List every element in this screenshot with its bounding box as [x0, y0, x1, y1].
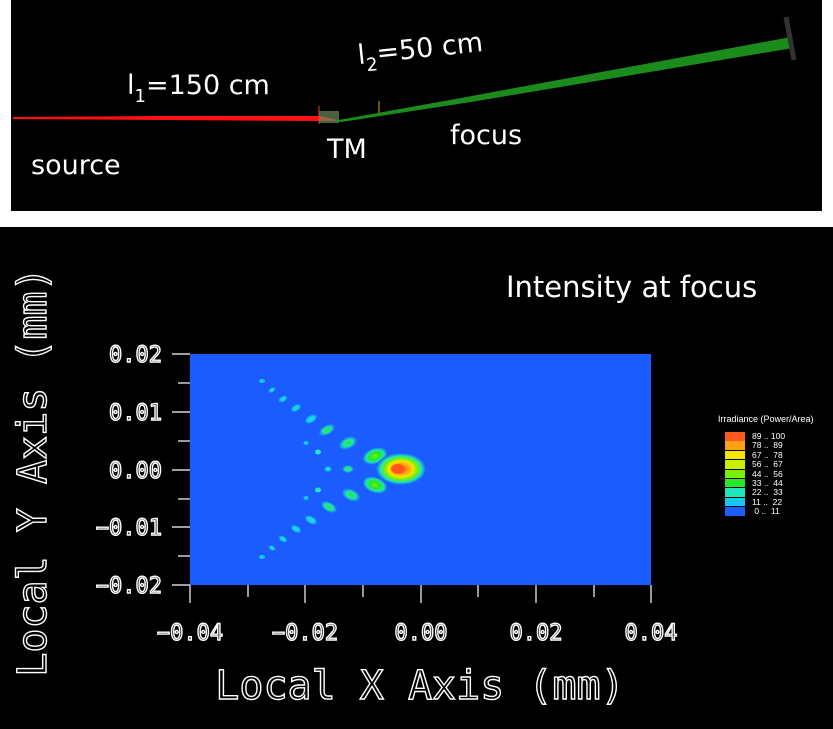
x-tick-label: 0.04: [625, 621, 678, 646]
legend-item: 11 .. 22: [718, 496, 828, 507]
legend-label: 0 .. 11: [752, 506, 780, 517]
x-tick-label: −0.04: [157, 621, 223, 646]
source-label: source: [31, 150, 121, 181]
legend-swatch: [725, 450, 745, 460]
legend-swatch: [725, 507, 745, 516]
central-fringes: [324, 465, 354, 473]
legend-label: 89 .. 100: [752, 431, 786, 441]
end-mirror: [783, 16, 797, 61]
legend-label: 11 .. 22: [752, 496, 783, 507]
legend-item: 67 .. 78: [718, 449, 828, 460]
legend-label: 33 .. 44: [752, 477, 783, 488]
legend-swatch: [725, 478, 745, 488]
legend-swatch: [725, 460, 745, 469]
legend-item: 56 .. 67: [718, 459, 828, 470]
legend-item: 22 .. 33: [718, 487, 828, 498]
y-tick-label: 0.02: [109, 343, 162, 368]
x-axis-label: Local X Axis (mm): [215, 663, 624, 709]
intensity-plot-panel: Intensity at focus: [0, 227, 833, 729]
legend-swatch: [725, 497, 745, 507]
optics-diagram-svg: [13, 16, 797, 124]
legend-swatch: [725, 432, 745, 441]
legend-label: 44 .. 56: [752, 468, 783, 479]
y-tick-label: 0.00: [109, 459, 162, 484]
x-tick-label: 0.02: [510, 621, 563, 646]
legend-item: 89 .. 100: [718, 431, 828, 441]
lower-fringe-arm: [259, 476, 388, 559]
tm-mirror: [319, 111, 339, 123]
outgoing-beam: [333, 37, 793, 122]
optics-diagram-panel: l1=150 cm l2=50 cm source TM focus: [11, 0, 822, 211]
plot-title: Intensity at focus: [506, 270, 758, 304]
main-focal-spot-core: [391, 464, 405, 474]
incoming-beam: [13, 116, 341, 121]
legend-item: 0 .. 11: [718, 506, 828, 517]
tm-label: TM: [327, 134, 367, 165]
legend-item: 44 .. 56: [718, 468, 828, 479]
legend-swatch: [725, 488, 745, 497]
legend-item: 78 .. 89: [718, 440, 828, 451]
legend-label: 67 .. 78: [752, 449, 783, 460]
legend-label: 78 .. 89: [752, 440, 783, 451]
legend-swatch: [725, 469, 745, 479]
l1-label: l1=150 cm: [127, 70, 270, 107]
irradiance-legend: Irradiance (Power/Area) 89 .. 100 78 .. 8…: [718, 414, 828, 517]
x-tick-label: −0.02: [272, 621, 338, 646]
legend-label: 56 .. 67: [752, 459, 783, 470]
legend-swatch: [725, 441, 745, 450]
y-tick-label: −0.02: [96, 574, 162, 599]
y-ticks: [172, 353, 190, 586]
legend-item: 33 .. 44: [718, 477, 828, 488]
y-axis-label: Local Y Axis (mm): [10, 267, 56, 676]
y-tick-label: 0.01: [109, 401, 162, 426]
x-ticks: [189, 585, 652, 603]
focus-label: focus: [450, 120, 523, 151]
y-tick-label: −0.01: [96, 516, 162, 541]
x-tick-label: 0.00: [395, 621, 448, 646]
intensity-heatmap: 0.02 0.01 0.00 −0.01 −0.02 −0.04 −0.02 0…: [9, 267, 678, 710]
legend-label: 22 .. 33: [752, 487, 783, 498]
legend-title: Irradiance (Power/Area): [718, 414, 814, 424]
